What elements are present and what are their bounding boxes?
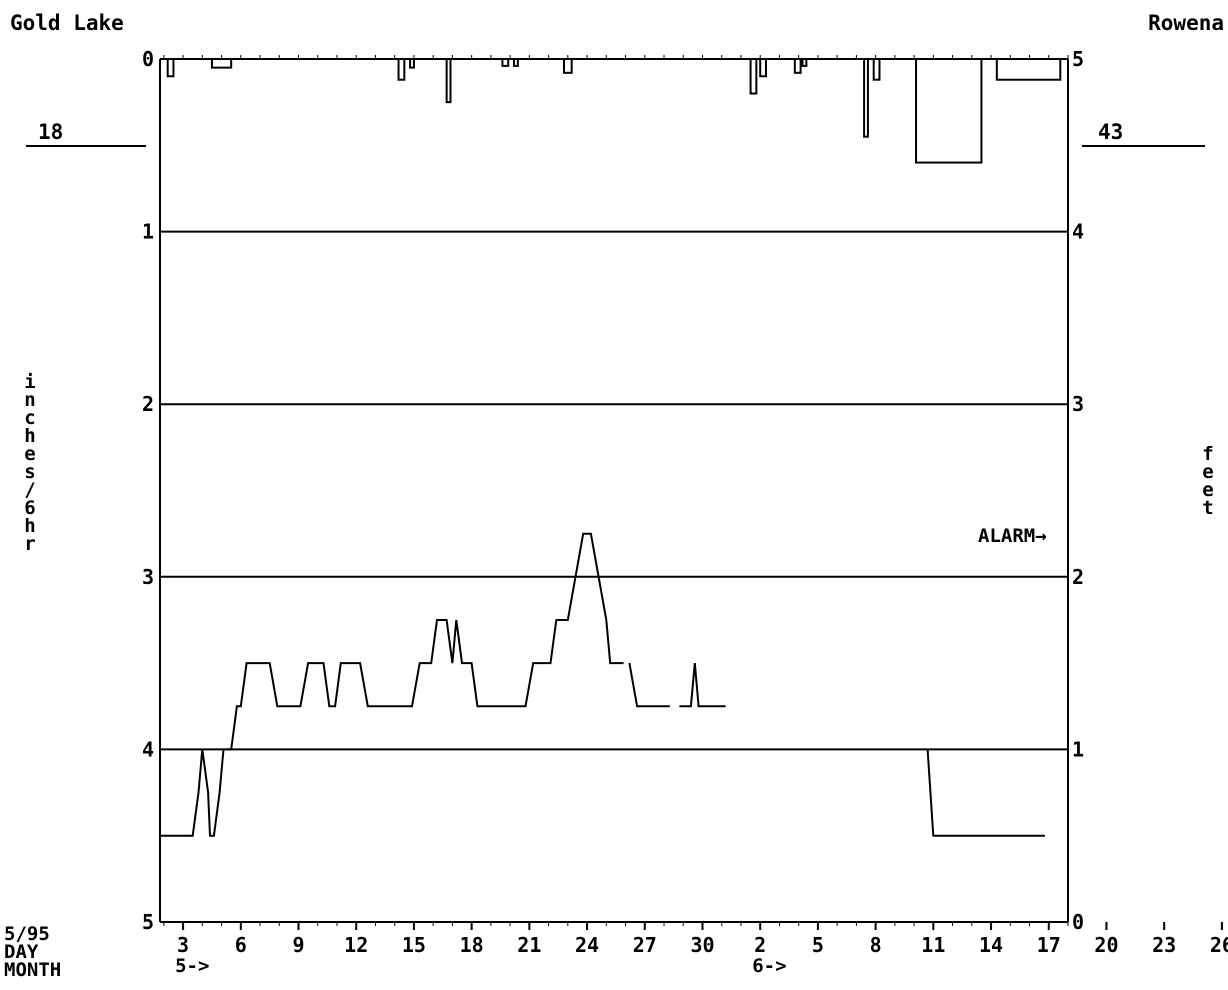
left-tick-label: 3	[142, 565, 154, 589]
left-axis-label-char: e	[24, 443, 35, 465]
precip-bar	[863, 58, 869, 138]
month-marker: 6->	[752, 955, 786, 977]
x-tick-label: 20	[1094, 933, 1118, 957]
precip-bar	[166, 58, 175, 78]
left-axis-label-char: h	[24, 515, 35, 537]
precip-bar	[445, 58, 452, 104]
gridlines	[160, 230, 1068, 751]
x-tick-label: 27	[633, 933, 657, 957]
x-tick-label: 2	[754, 933, 766, 957]
date-label: 5/95	[4, 923, 50, 945]
x-tick-label: 23	[1152, 933, 1176, 957]
left-tick-label: 2	[142, 392, 154, 416]
right-axis-label-char: t	[1202, 497, 1213, 519]
x-tick-label: 30	[690, 933, 714, 957]
x-tick-label: 26	[1210, 933, 1228, 957]
x-tick-label: 15	[402, 933, 426, 957]
month-label: MONTH	[4, 959, 61, 981]
axis-ticks	[163, 55, 1223, 930]
x-tick-label: 18	[460, 933, 484, 957]
left-tick-label: 4	[142, 737, 154, 761]
precip-bar	[409, 58, 415, 69]
alarm-label: ALARM→	[978, 525, 1047, 547]
precip-bar	[501, 58, 510, 67]
stage-line	[160, 532, 624, 837]
x-tick-label: 14	[979, 933, 1003, 957]
precip-bar	[793, 58, 802, 74]
left-axis-label-char: i	[24, 371, 35, 393]
right-axis-label-char: f	[1202, 443, 1213, 465]
stage-lines	[160, 532, 1045, 837]
right-tick-label: 4	[1072, 220, 1084, 244]
left-total-value: 18	[38, 120, 63, 144]
x-tick-label: 11	[921, 933, 945, 957]
left-axis-label-char: r	[24, 533, 35, 555]
left-axis-label-char: c	[24, 407, 35, 429]
left-axis-label-char: n	[24, 389, 35, 411]
precip-bar	[562, 58, 573, 74]
left-axis-label-char: s	[24, 461, 35, 483]
stage-line	[679, 663, 726, 708]
x-tick-label: 6	[235, 933, 247, 957]
precip-bar	[801, 58, 808, 67]
left-tick-label: 0	[142, 47, 154, 71]
left-tick-label: 1	[142, 220, 154, 244]
stage-line	[628, 662, 670, 708]
stage-line	[926, 749, 1045, 837]
right-tick-label: 5	[1072, 47, 1084, 71]
left-tick-label: 5	[142, 910, 154, 934]
precip-bar	[759, 58, 767, 78]
month-marker: 5->	[175, 955, 209, 977]
precip-bar	[397, 58, 406, 81]
right-axis-label-char: e	[1202, 461, 1213, 483]
x-tick-label: 8	[870, 933, 882, 957]
right-axis-label-char: e	[1202, 479, 1213, 501]
right-tick-label: 3	[1072, 392, 1084, 416]
right-tick-label: 0	[1072, 910, 1084, 934]
chart-axes	[159, 58, 1069, 923]
x-tick-label: 21	[517, 933, 541, 957]
x-tick-label: 5	[812, 933, 824, 957]
station-title-right: Rowena	[1148, 11, 1224, 35]
precip-bar	[915, 58, 983, 164]
precip-bar	[749, 58, 758, 95]
x-tick-label: 9	[292, 933, 304, 957]
left-axis-label-char: /	[24, 479, 35, 501]
x-tick-label: 17	[1037, 933, 1061, 957]
precipitation-bars	[166, 58, 1062, 164]
station-title-left: Gold Lake	[10, 11, 124, 35]
x-tick-label: 24	[575, 933, 599, 957]
x-tick-label: 3	[177, 933, 189, 957]
right-total-value: 43	[1098, 120, 1123, 144]
precip-bar	[872, 58, 881, 81]
right-tick-label: 2	[1072, 565, 1084, 589]
left-axis-label-char: 6	[24, 497, 35, 519]
x-tick-label: 12	[344, 933, 368, 957]
right-tick-label: 1	[1072, 737, 1084, 761]
day-label: DAY	[4, 941, 39, 963]
left-axis-label-char: h	[24, 425, 35, 447]
precip-bar	[512, 58, 519, 67]
precip-bar	[210, 58, 233, 69]
precip-bar	[995, 58, 1062, 81]
